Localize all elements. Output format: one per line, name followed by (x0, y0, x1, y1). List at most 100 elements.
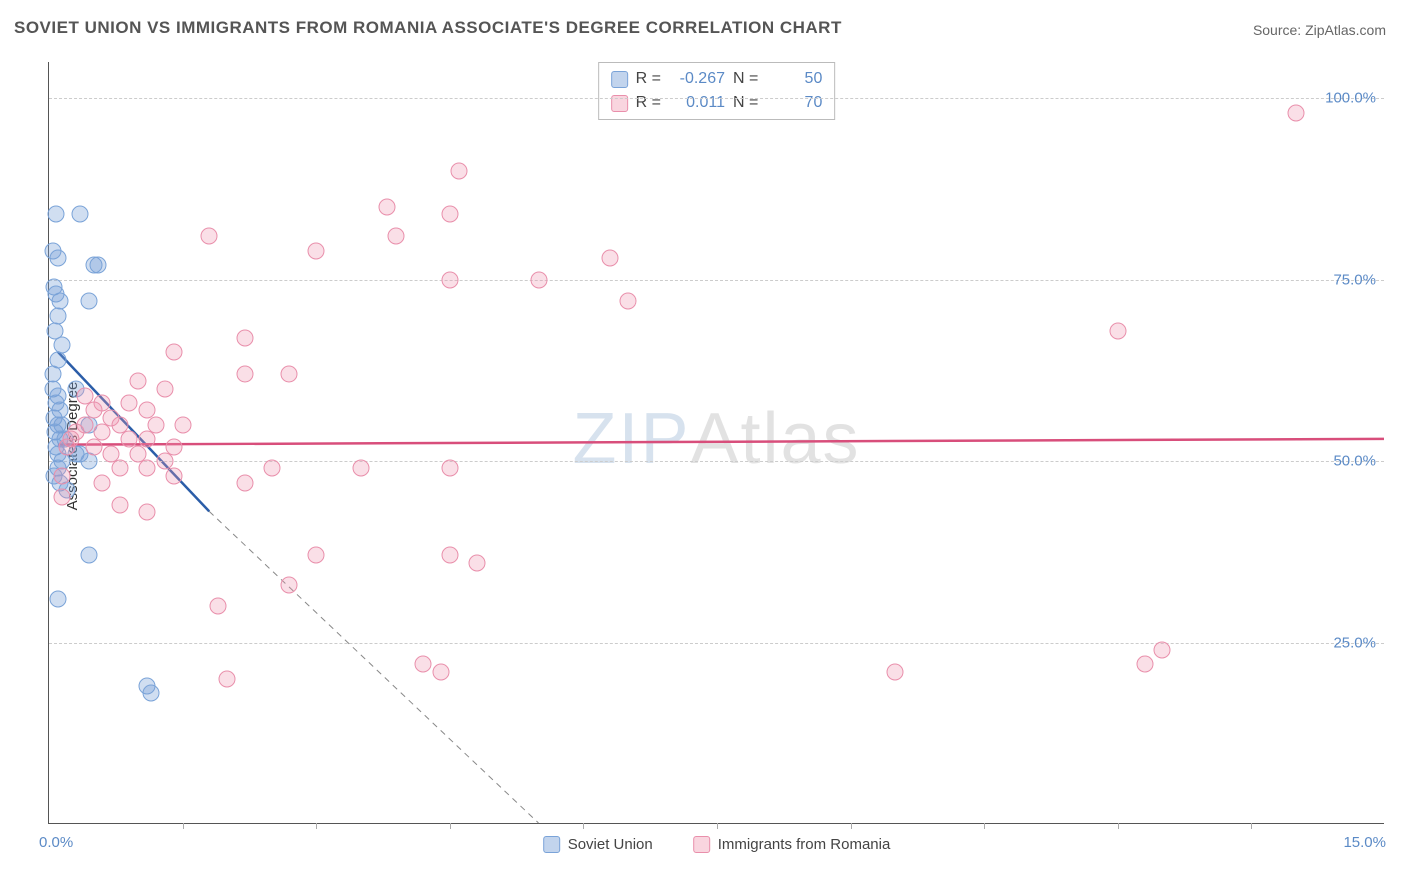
data-point-soviet (81, 547, 98, 564)
data-point-romania (165, 467, 182, 484)
x-tick-mark (984, 823, 985, 829)
trend-line-romania (58, 439, 1384, 445)
data-point-romania (450, 162, 467, 179)
data-point-romania (263, 460, 280, 477)
data-point-romania (138, 503, 155, 520)
source-attribution: Source: ZipAtlas.com (1253, 22, 1386, 38)
data-point-romania (138, 460, 155, 477)
data-point-romania (54, 467, 71, 484)
data-point-romania (602, 249, 619, 266)
data-point-romania (236, 329, 253, 346)
data-point-romania (441, 271, 458, 288)
plot-area: ZIPAtlas R = -0.267 N = 50 R = 0.011 N =… (48, 62, 1384, 824)
gridline-h (49, 98, 1384, 99)
data-point-romania (352, 460, 369, 477)
y-tick-label: 75.0% (1333, 271, 1376, 288)
x-tick-min: 0.0% (39, 834, 73, 851)
data-point-romania (165, 344, 182, 361)
stats-row-romania: R = 0.011 N = 70 (611, 91, 823, 115)
legend-swatch-romania-icon (693, 836, 710, 853)
stat-n-label: N = (733, 67, 758, 91)
stats-row-soviet: R = -0.267 N = 50 (611, 67, 823, 91)
chart-container: SOVIET UNION VS IMMIGRANTS FROM ROMANIA … (0, 0, 1406, 892)
data-point-romania (54, 489, 71, 506)
source-prefix: Source: (1253, 22, 1305, 38)
swatch-romania-icon (611, 95, 628, 112)
data-point-romania (130, 373, 147, 390)
x-tick-mark (851, 823, 852, 829)
stat-r-soviet: -0.267 (669, 67, 725, 91)
chart-title: SOVIET UNION VS IMMIGRANTS FROM ROMANIA … (14, 18, 842, 38)
data-point-romania (530, 271, 547, 288)
data-point-romania (201, 228, 218, 245)
data-point-romania (281, 576, 298, 593)
watermark-part1: ZIP (572, 398, 690, 478)
stat-n-soviet: 50 (766, 67, 822, 91)
data-point-romania (308, 242, 325, 259)
legend-swatch-soviet-icon (543, 836, 560, 853)
data-point-soviet (89, 257, 106, 274)
watermark: ZIPAtlas (572, 397, 860, 479)
data-point-romania (156, 380, 173, 397)
stat-n-romania: 70 (766, 91, 822, 115)
data-point-romania (308, 547, 325, 564)
trend-extrapolation-soviet (209, 511, 538, 823)
source-name: ZipAtlas.com (1305, 22, 1386, 38)
data-point-romania (121, 395, 138, 412)
data-point-soviet (72, 206, 89, 223)
data-point-romania (1109, 322, 1126, 339)
data-point-romania (441, 206, 458, 223)
legend-label-soviet: Soviet Union (568, 836, 653, 853)
trend-lines-svg (49, 62, 1384, 823)
stat-r-label: R = (636, 67, 661, 91)
data-point-romania (1154, 641, 1171, 658)
data-point-romania (1287, 104, 1304, 121)
data-point-romania (94, 474, 111, 491)
x-tick-mark (1251, 823, 1252, 829)
swatch-soviet-icon (611, 71, 628, 88)
watermark-part2: Atlas (690, 398, 860, 478)
x-tick-mark (583, 823, 584, 829)
data-point-romania (441, 547, 458, 564)
data-point-romania (388, 228, 405, 245)
y-tick-label: 100.0% (1325, 90, 1376, 107)
x-tick-mark (316, 823, 317, 829)
data-point-romania (441, 460, 458, 477)
data-point-romania (210, 598, 227, 615)
data-point-soviet (49, 249, 66, 266)
gridline-h (49, 461, 1384, 462)
data-point-romania (236, 366, 253, 383)
stat-r-label-2: R = (636, 91, 661, 115)
stats-legend-box: R = -0.267 N = 50 R = 0.011 N = 70 (598, 62, 836, 120)
data-point-romania (174, 416, 191, 433)
x-tick-mark (1118, 823, 1119, 829)
data-point-romania (415, 656, 432, 673)
data-point-soviet (143, 685, 160, 702)
data-point-romania (1136, 656, 1153, 673)
data-point-romania (112, 460, 129, 477)
legend-item-romania: Immigrants from Romania (693, 836, 891, 853)
data-point-soviet (81, 293, 98, 310)
y-tick-label: 50.0% (1333, 453, 1376, 470)
data-point-romania (619, 293, 636, 310)
x-tick-max: 15.0% (1343, 834, 1386, 851)
x-tick-mark (183, 823, 184, 829)
x-tick-mark (717, 823, 718, 829)
data-point-soviet (48, 206, 65, 223)
data-point-romania (432, 663, 449, 680)
data-point-romania (63, 431, 80, 448)
y-tick-label: 25.0% (1333, 634, 1376, 651)
data-point-romania (379, 199, 396, 216)
stat-n-label-2: N = (733, 91, 758, 115)
data-point-romania (236, 474, 253, 491)
legend-label-romania: Immigrants from Romania (718, 836, 891, 853)
gridline-h (49, 280, 1384, 281)
data-point-romania (112, 496, 129, 513)
legend-bottom: Soviet Union Immigrants from Romania (543, 836, 891, 853)
stat-r-romania: 0.011 (669, 91, 725, 115)
data-point-romania (219, 670, 236, 687)
x-tick-mark (450, 823, 451, 829)
data-point-soviet (49, 591, 66, 608)
gridline-h (49, 643, 1384, 644)
data-point-romania (85, 438, 102, 455)
